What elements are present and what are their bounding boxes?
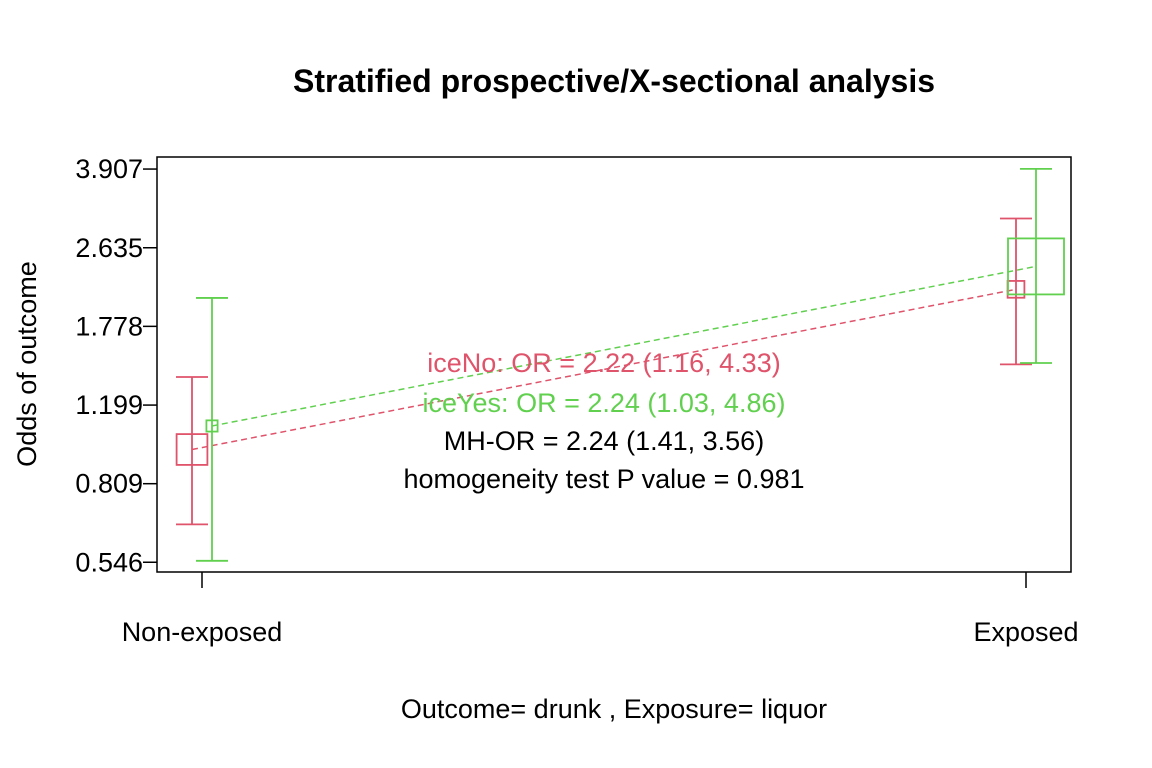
odds-marker-iceNo-0 [175, 433, 209, 466]
odds-marker-iceYes-1 [1007, 237, 1065, 296]
x-tick-label-0: Non-exposed [122, 617, 283, 647]
y-axis: 0.546 0.809 1.199 1.778 2.635 3.907 [75, 154, 157, 577]
y-tick-label-4: 2.635 [75, 233, 143, 263]
annotation-0: iceNo: OR = 2.22 (1.16, 4.33) [427, 348, 780, 378]
x-tick-label-1: Exposed [973, 617, 1078, 647]
y-tick-label-3: 1.778 [75, 311, 143, 341]
series-layer [175, 168, 1065, 562]
y-tick-label-1: 0.809 [75, 469, 143, 499]
annotation-3: homogeneity test P value = 0.981 [403, 464, 804, 494]
y-tick-label-0: 0.546 [75, 547, 143, 577]
x-axis: Non-exposed Exposed [122, 572, 1079, 647]
y-axis-label: Odds of outcome [12, 261, 42, 467]
annotation-1: iceYes: OR = 2.24 (1.03, 4.86) [423, 388, 786, 418]
odds-marker-iceYes-0 [205, 419, 219, 433]
series-iceYes [196, 168, 1065, 562]
y-tick-label-2: 1.199 [75, 390, 143, 420]
y-tick-label-5: 3.907 [75, 154, 143, 184]
plot-area-frame [156, 156, 1072, 573]
annotation-2: MH-OR = 2.24 (1.41, 3.56) [444, 426, 764, 456]
x-axis-label: Outcome= drunk , Exposure= liquor [401, 694, 827, 724]
annotation-layer: iceNo: OR = 2.22 (1.16, 4.33) iceYes: OR … [403, 348, 804, 494]
chart-title: Stratified prospective/X-sectional analy… [293, 63, 935, 99]
